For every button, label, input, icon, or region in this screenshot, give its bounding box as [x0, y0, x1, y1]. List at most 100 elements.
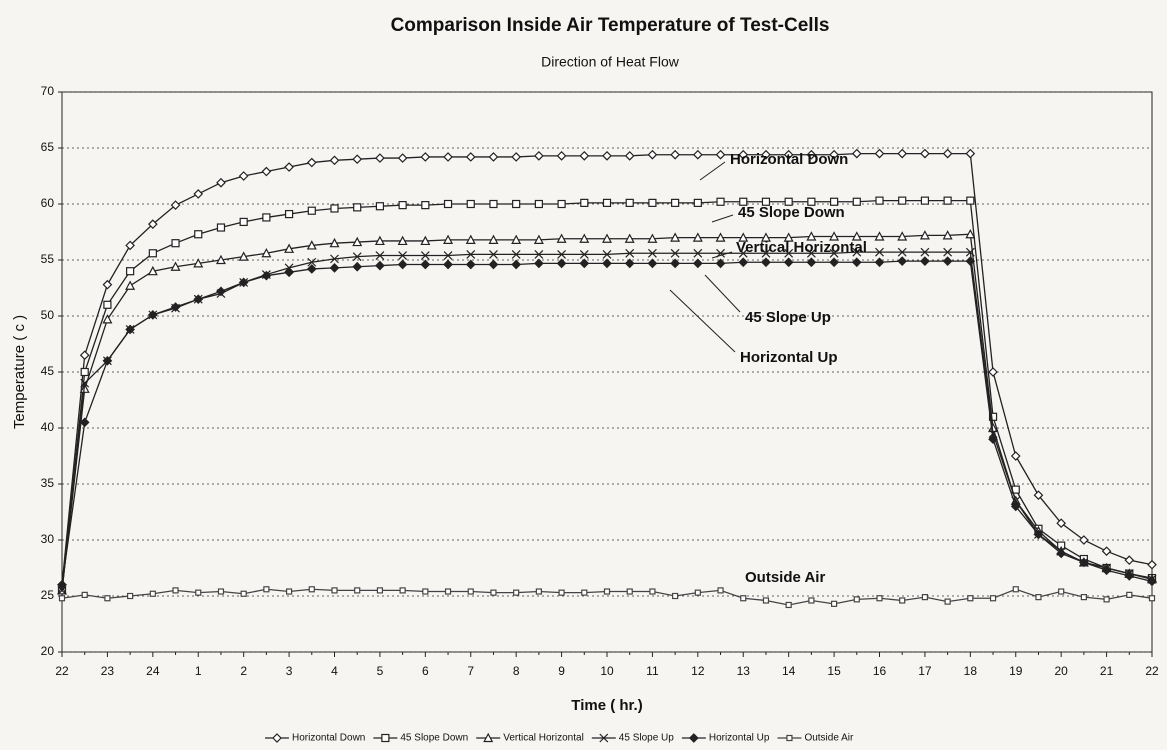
data-point	[125, 240, 135, 251]
series-annotation: 45 Slope Up	[745, 309, 831, 326]
data-point	[942, 230, 953, 240]
data-point	[238, 251, 249, 261]
data-point	[647, 248, 657, 258]
data-point	[399, 587, 406, 594]
data-point	[920, 148, 930, 159]
data-point	[149, 590, 156, 597]
data-point	[874, 148, 885, 159]
data-point	[329, 237, 340, 248]
data-point	[829, 257, 839, 268]
y-tick-label: 50	[41, 308, 55, 322]
data-point	[965, 256, 976, 266]
data-point	[147, 265, 158, 276]
data-point	[1124, 570, 1135, 581]
data-point	[443, 259, 453, 270]
data-point	[898, 196, 907, 205]
data-point	[694, 589, 701, 596]
data-point	[193, 189, 204, 199]
data-point	[829, 197, 839, 206]
y-tick-label: 25	[41, 588, 55, 602]
data-point	[81, 591, 88, 598]
data-point	[829, 149, 839, 160]
data-point	[420, 152, 431, 162]
data-point	[488, 152, 499, 162]
data-point	[238, 171, 249, 181]
legend-marker	[381, 733, 390, 743]
data-point	[194, 230, 203, 239]
data-point	[488, 234, 499, 244]
data-point	[920, 256, 930, 266]
data-point	[443, 234, 454, 244]
data-point	[897, 148, 908, 159]
data-point	[329, 262, 340, 273]
data-point	[762, 597, 770, 604]
series-line	[61, 260, 1153, 585]
data-point	[262, 213, 271, 222]
data-point	[58, 595, 66, 602]
data-point	[352, 252, 362, 262]
y-tick-label: 30	[41, 532, 55, 546]
x-tick-label: 20	[1054, 664, 1068, 678]
data-point	[875, 196, 884, 205]
data-point	[761, 257, 771, 268]
data-point	[170, 200, 181, 210]
x-tick-label: 22	[1145, 664, 1159, 678]
data-point	[783, 232, 794, 242]
data-point	[989, 595, 997, 602]
data-point	[943, 247, 953, 257]
legend-marker	[786, 734, 793, 742]
data-point	[533, 234, 544, 244]
x-tick-label: 4	[331, 664, 338, 678]
legend-label: Horizontal Up	[709, 733, 770, 744]
data-point	[761, 248, 771, 258]
x-tick-label: 3	[286, 664, 293, 678]
data-point	[852, 197, 861, 206]
x-tick-label: 9	[558, 664, 565, 678]
data-point	[738, 257, 749, 268]
data-point	[649, 588, 656, 595]
data-point	[602, 150, 612, 161]
annotation-leader	[704, 274, 741, 313]
legend-label: 45 Slope Down	[400, 733, 468, 744]
data-point	[127, 592, 134, 600]
x-tick-label: 10	[600, 664, 614, 678]
legend-marker	[688, 733, 699, 743]
data-point	[806, 248, 816, 258]
data-point	[851, 148, 862, 159]
data-point	[104, 595, 111, 602]
data-point	[988, 429, 998, 439]
annotation-leader	[711, 251, 733, 259]
data-point	[670, 248, 680, 258]
annotation-leader	[699, 161, 726, 181]
data-point	[420, 251, 430, 260]
data-point	[647, 233, 658, 243]
series-annotation: Outside Air	[745, 569, 825, 586]
data-point	[830, 600, 838, 607]
data-point	[919, 230, 930, 240]
data-point	[1147, 559, 1157, 570]
data-point	[421, 201, 430, 210]
data-point	[490, 589, 497, 596]
y-axis-title: Temperature ( c )	[11, 315, 28, 429]
data-point	[624, 258, 635, 269]
data-point	[579, 258, 590, 269]
data-point	[375, 202, 385, 211]
x-axis-title: Time ( hr.)	[571, 697, 642, 714]
data-point	[785, 601, 792, 609]
data-point	[147, 310, 158, 320]
data-point	[671, 198, 680, 207]
data-point	[398, 251, 408, 260]
data-point	[239, 217, 248, 227]
data-point	[103, 300, 112, 309]
data-point	[988, 434, 998, 445]
y-tick-label: 55	[41, 252, 55, 266]
legend-label: Vertical Horizontal	[503, 733, 584, 744]
data-point	[147, 219, 158, 230]
data-point	[829, 231, 840, 241]
data-point	[966, 196, 975, 205]
data-point	[1010, 451, 1021, 461]
data-point	[284, 267, 294, 278]
data-point	[784, 248, 794, 258]
data-point	[942, 148, 953, 159]
series-annotation: 45 Slope Down	[738, 204, 845, 221]
